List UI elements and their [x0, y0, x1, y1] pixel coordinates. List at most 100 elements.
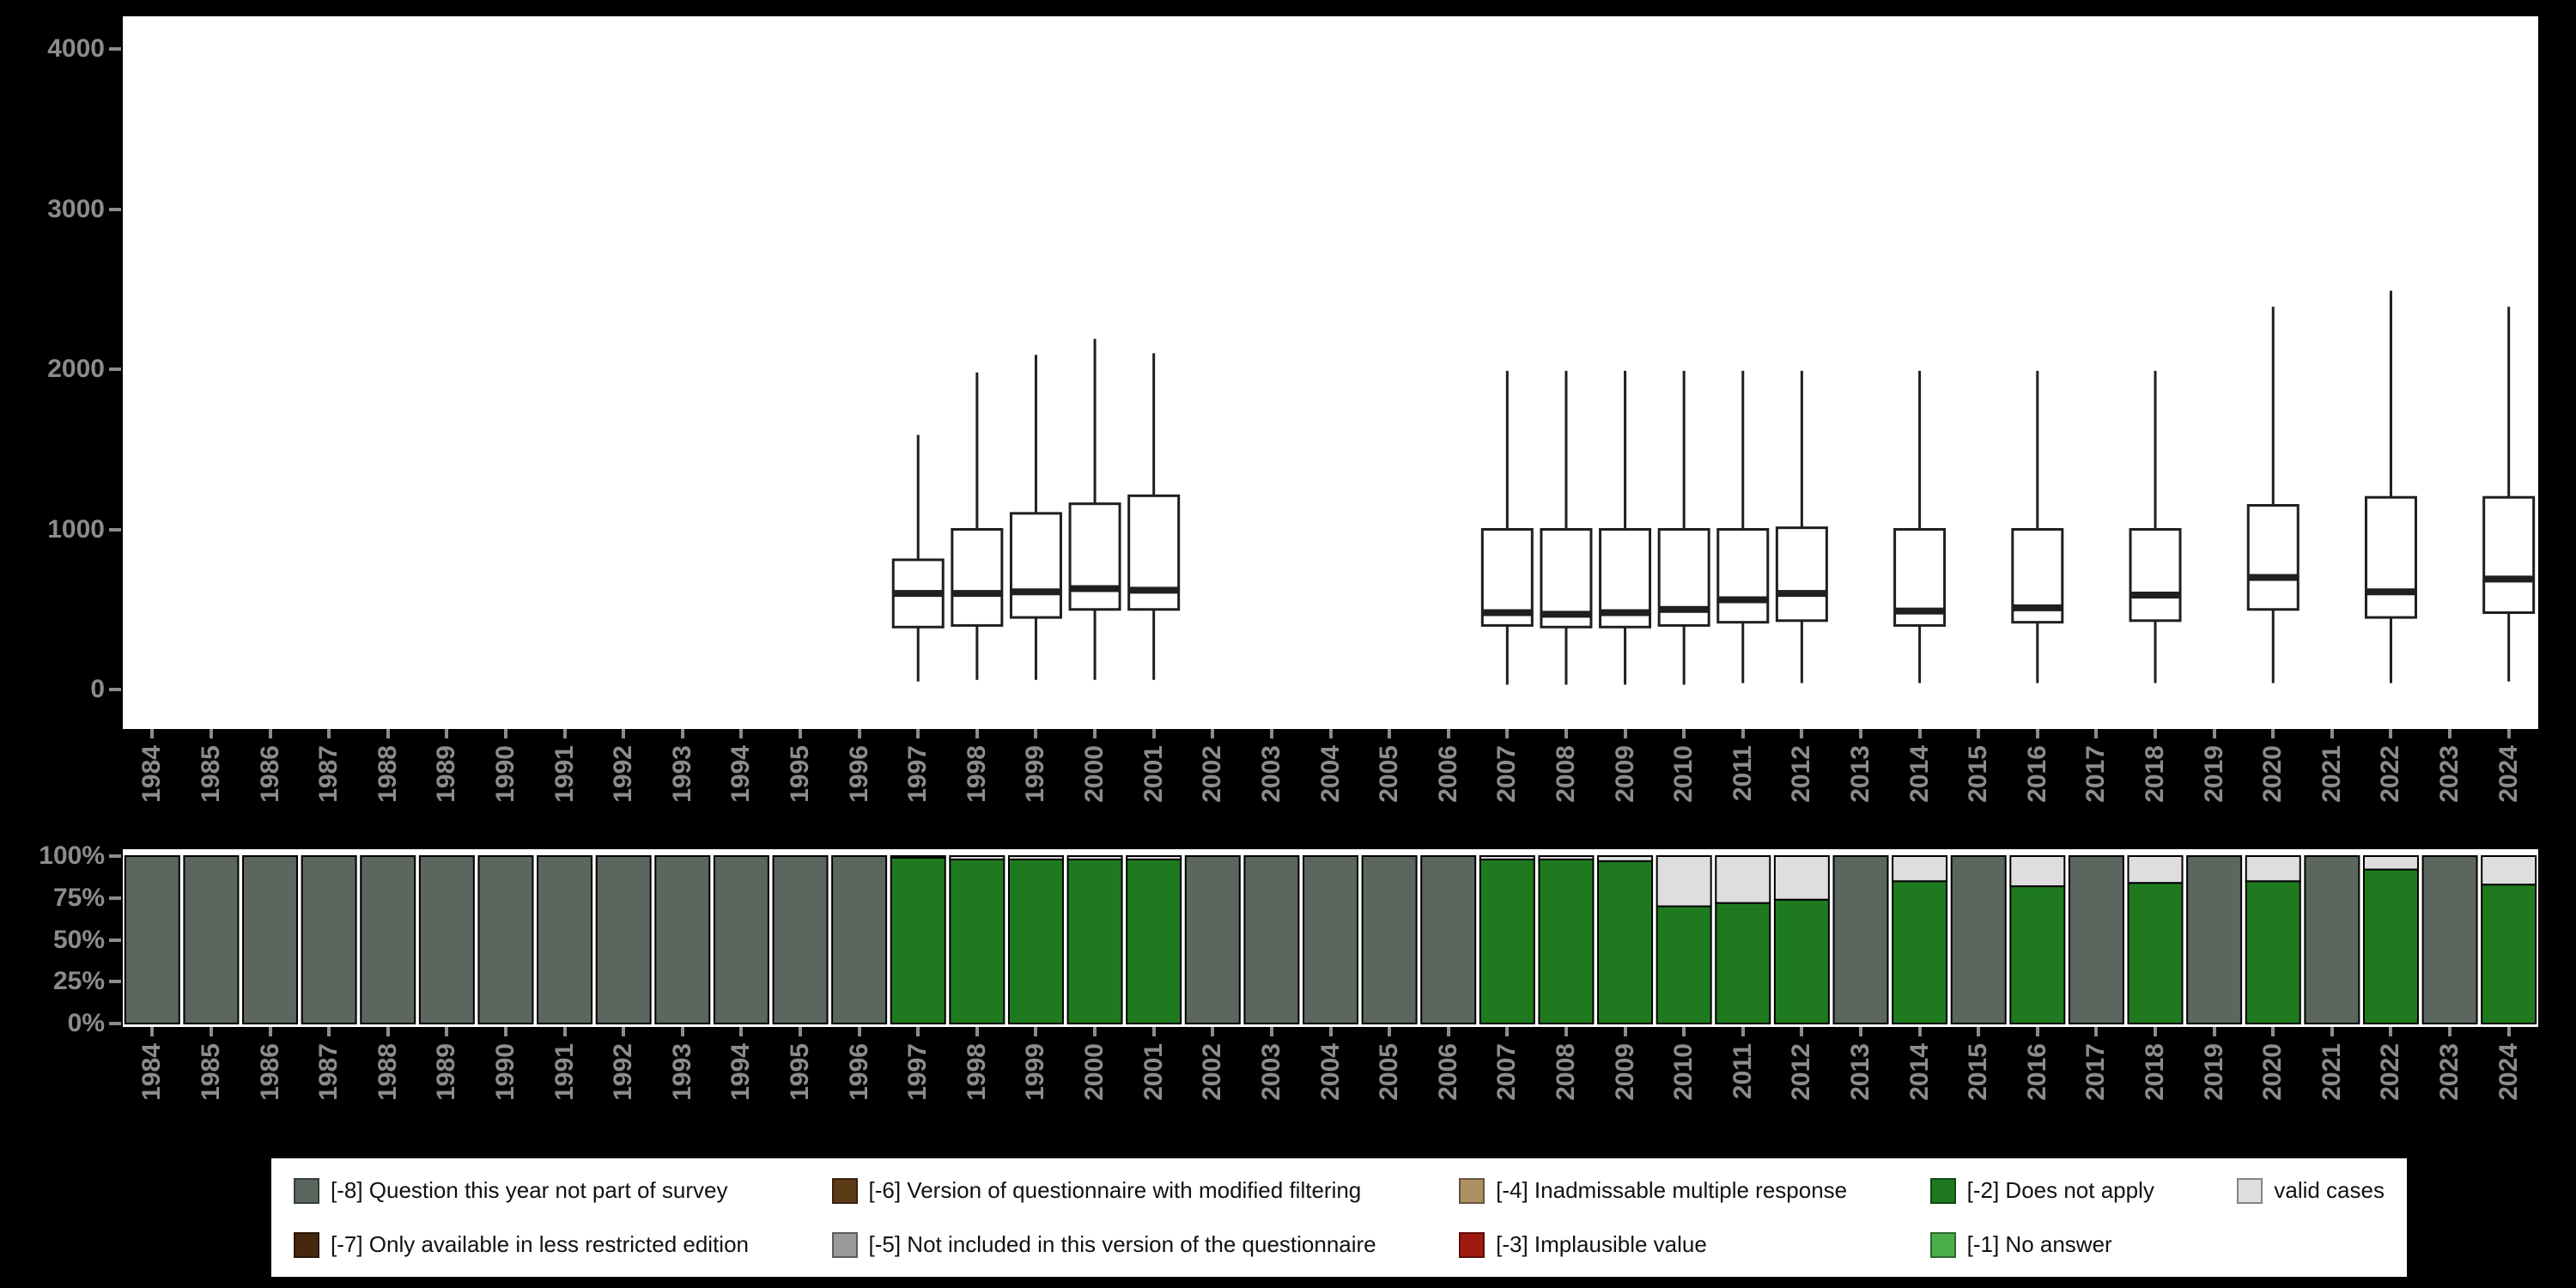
pct-axis-label-100%: 100% — [39, 841, 105, 870]
bar-2011-segment-m2 — [1715, 902, 1771, 1024]
x-axis-label-1992: 1992 — [609, 1043, 638, 1101]
x-axis-label-1984: 1984 — [137, 1043, 167, 1101]
bar-2010-segment-m2 — [1656, 905, 1712, 1024]
box-2008 — [1540, 528, 1593, 629]
bar-1999-segment-valid — [1007, 855, 1064, 860]
x-axis-label-2000: 2000 — [1080, 745, 1109, 803]
bar-1992 — [595, 855, 652, 1024]
x-axis-label-2007: 2007 — [1492, 1043, 1522, 1101]
box-2022 — [2364, 495, 2417, 619]
x-tick-1990 — [503, 729, 507, 738]
x-tick-1996 — [857, 1027, 861, 1036]
x-axis-label-2007: 2007 — [1492, 745, 1522, 803]
bar-2020-segment-valid — [2245, 855, 2301, 883]
x-tick-2004 — [1328, 729, 1333, 738]
x-tick-2008 — [1564, 729, 1568, 738]
pct-axis-tick-75% — [109, 896, 121, 900]
x-tick-2016 — [2035, 1027, 2039, 1036]
x-axis-label-2011: 2011 — [1728, 745, 1757, 802]
x-tick-2020 — [2271, 1027, 2275, 1036]
bar-1995 — [772, 855, 829, 1024]
bar-2011-segment-valid — [1715, 855, 1771, 904]
x-tick-2011 — [1741, 729, 1745, 738]
bar-2000-segment-valid — [1066, 855, 1123, 860]
bar-2016-segment-valid — [2009, 855, 2066, 888]
x-axis-label-2004: 2004 — [1315, 1043, 1345, 1101]
bar-2021-segment-m8 — [2304, 855, 2360, 1024]
x-axis-label-2023: 2023 — [2435, 745, 2464, 803]
bar-1998-segment-valid — [949, 855, 1005, 860]
x-tick-2009 — [1623, 729, 1627, 738]
x-tick-1992 — [622, 1027, 626, 1036]
box-1998 — [951, 528, 1004, 627]
x-tick-2008 — [1564, 1027, 1568, 1036]
stacked-bar-panel — [123, 849, 2538, 1027]
boxplot-2024 — [2482, 307, 2536, 682]
bar-2009-segment-m2 — [1597, 860, 1654, 1024]
bar-2024 — [2481, 855, 2537, 1025]
x-axis-label-2014: 2014 — [1905, 745, 1934, 803]
bar-1997-segment-m2 — [890, 856, 946, 1025]
x-tick-1988 — [386, 1027, 390, 1036]
bar-2014-segment-m2 — [1892, 880, 1948, 1024]
pct-axis-label-75%: 75% — [52, 883, 105, 912]
x-axis-label-2008: 2008 — [1551, 1043, 1580, 1101]
x-axis-label-2003: 2003 — [1256, 745, 1285, 803]
bar-2006-segment-m8 — [1420, 855, 1477, 1024]
x-axis-label-1999: 1999 — [1021, 1043, 1050, 1101]
bar-1995-segment-m8 — [772, 855, 829, 1024]
x-axis-label-2017: 2017 — [2081, 745, 2111, 803]
x-tick-2021 — [2330, 1027, 2334, 1036]
bar-2012-segment-valid — [1773, 855, 1830, 901]
bar-2018-segment-m2 — [2127, 882, 2184, 1025]
x-tick-2022 — [2389, 729, 2393, 738]
x-axis-label-2002: 2002 — [1198, 745, 1227, 803]
x-axis-label-2021: 2021 — [2317, 1043, 2346, 1101]
x-tick-2021 — [2330, 729, 2334, 738]
box-2012 — [1775, 526, 1828, 623]
y-axis-label-1000: 1000 — [47, 514, 105, 544]
x-axis-label-1990: 1990 — [490, 1043, 519, 1101]
bar-2005 — [1361, 855, 1418, 1024]
x-tick-1994 — [739, 1027, 744, 1036]
x-axis-label-2016: 2016 — [2022, 1043, 2051, 1101]
bar-1986 — [242, 855, 299, 1024]
x-tick-2024 — [2506, 1027, 2511, 1036]
legend-swatch-m7 — [294, 1231, 319, 1258]
x-axis-label-1997: 1997 — [903, 1043, 933, 1101]
x-tick-2015 — [1977, 1027, 1981, 1036]
x-axis-label-2018: 2018 — [2141, 745, 2170, 803]
bar-2016 — [2009, 855, 2066, 1024]
x-axis-label-2012: 2012 — [1787, 1043, 1816, 1101]
y-axis-label-0: 0 — [90, 675, 105, 703]
bar-1984 — [124, 855, 180, 1024]
x-tick-2012 — [1800, 1027, 1804, 1036]
bar-2005-segment-m8 — [1361, 855, 1418, 1024]
x-tick-1987 — [327, 1027, 331, 1036]
bar-2024-segment-valid — [2481, 855, 2537, 886]
x-tick-2019 — [2212, 1027, 2216, 1036]
bar-1988-segment-m8 — [360, 855, 416, 1024]
y-axis-label-4000: 4000 — [47, 34, 105, 63]
x-tick-2002 — [1211, 729, 1215, 738]
x-tick-1997 — [916, 729, 920, 738]
x-tick-2000 — [1093, 1027, 1097, 1036]
boxplot-2009 — [1599, 370, 1652, 685]
bar-2023 — [2421, 855, 2478, 1024]
x-tick-2010 — [1682, 729, 1686, 738]
boxplot-2011 — [1716, 370, 1770, 683]
bar-2002 — [1184, 855, 1241, 1024]
x-tick-2011 — [1741, 1027, 1745, 1036]
stacked-bar-canvas — [124, 855, 2537, 1025]
x-tick-1990 — [503, 1027, 507, 1036]
legend-label-m7: [-7] Only available in less restricted e… — [331, 1231, 750, 1257]
x-tick-2010 — [1682, 1027, 1686, 1036]
bar-2020 — [2245, 855, 2301, 1024]
legend-item-m6: [-6] Version of questionnaire with modif… — [831, 1177, 1376, 1204]
x-axis-label-2014: 2014 — [1905, 1043, 1934, 1101]
legend-label-valid: valid cases — [2274, 1177, 2385, 1203]
pct-axis-label-0%: 0% — [67, 1009, 105, 1037]
x-tick-2005 — [1388, 1027, 1392, 1036]
bar-2008-segment-m2 — [1538, 858, 1595, 1025]
boxplot-2012 — [1775, 370, 1828, 683]
